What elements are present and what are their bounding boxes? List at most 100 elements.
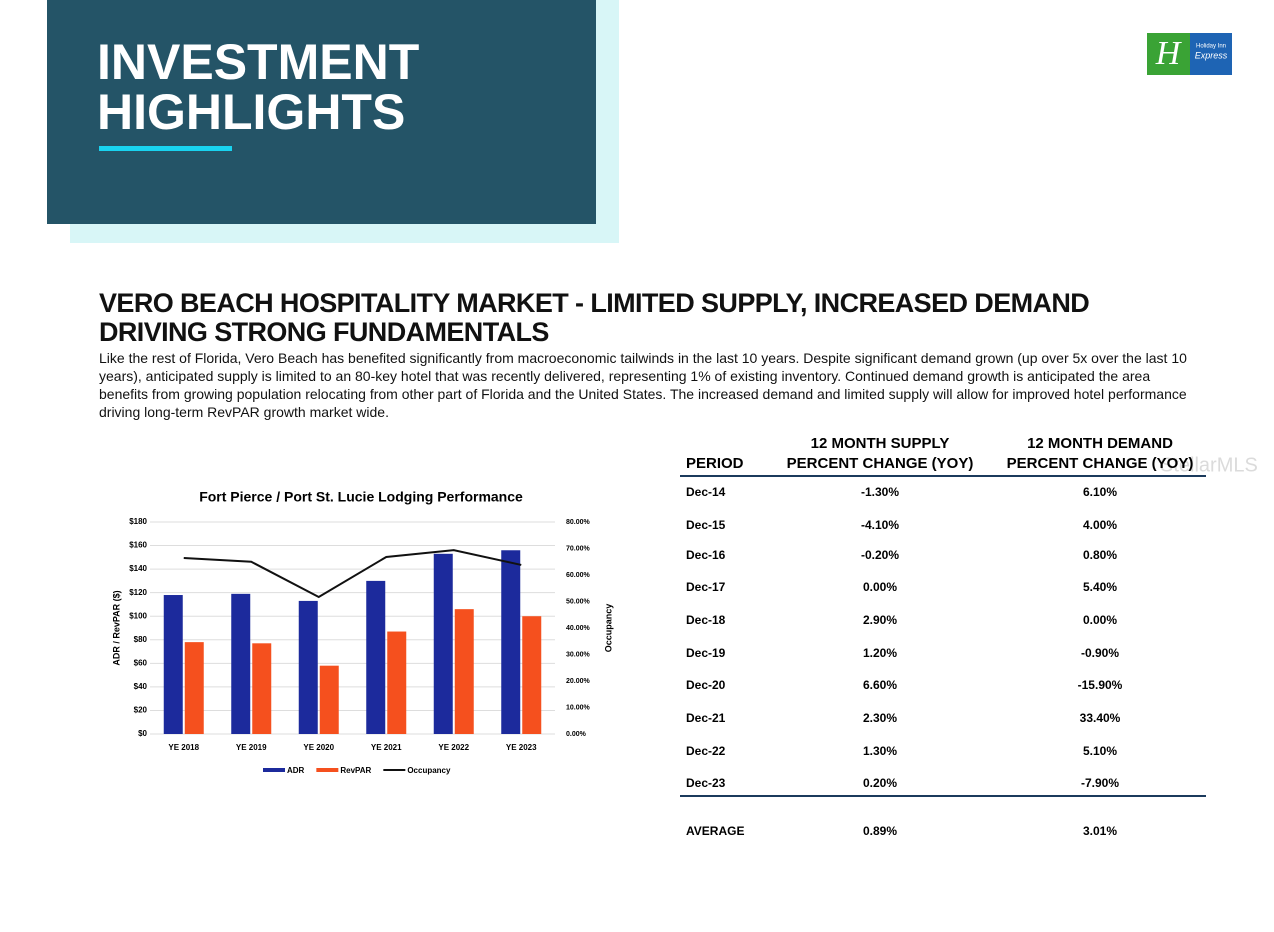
table-header: PERCENT CHANGE (YOY) <box>1007 455 1194 472</box>
table-cell: -4.10% <box>861 518 899 532</box>
bar <box>231 593 251 734</box>
y-tick-label: $160 <box>129 541 147 550</box>
bar <box>298 600 318 734</box>
bar <box>184 642 204 734</box>
header-title: INVESTMENT <box>97 34 419 90</box>
y-tick-label: $120 <box>129 588 147 597</box>
bar <box>501 550 521 734</box>
table-cell: 0.20% <box>863 776 897 790</box>
bar <box>163 595 183 734</box>
y-tick-label: $100 <box>129 611 147 620</box>
table-header: PERIOD <box>686 455 744 472</box>
bar <box>522 616 542 734</box>
y-tick-label: $40 <box>134 682 148 691</box>
x-tick-label: YE 2023 <box>506 743 537 752</box>
table-cell: Dec-18 <box>686 613 726 627</box>
y2-tick-label: 20.00% <box>566 678 591 685</box>
table-cell: Dec-22 <box>686 744 726 758</box>
y2-tick-label: 10.00% <box>566 704 591 711</box>
x-tick-label: YE 2019 <box>236 743 267 752</box>
chart-title: Fort Pierce / Port St. Lucie Lodging Per… <box>199 489 523 505</box>
section-body: Like the rest of Florida, Vero Beach has… <box>99 350 1187 420</box>
table-header: 12 MONTH SUPPLY <box>811 435 950 452</box>
y-tick-label: $60 <box>134 658 148 667</box>
table-average: AVERAGE <box>686 824 744 838</box>
y2-axis-label: Occupancy <box>603 604 613 653</box>
table-header: PERCENT CHANGE (YOY) <box>787 455 974 472</box>
bar <box>319 665 339 734</box>
table-average: 0.89% <box>863 824 897 838</box>
header-box <box>47 0 596 224</box>
y2-tick-label: 0.00% <box>566 731 587 738</box>
legend-swatch <box>316 768 339 772</box>
x-tick-label: YE 2021 <box>371 743 402 752</box>
y-tick-label: $20 <box>134 706 148 715</box>
y2-tick-label: 40.00% <box>566 625 591 632</box>
legend-label: ADR <box>287 766 305 775</box>
y-tick-label: $180 <box>129 517 147 526</box>
table-cell: -15.90% <box>1078 678 1123 692</box>
legend-label: Occupancy <box>407 766 451 775</box>
table-cell: 33.40% <box>1080 711 1121 725</box>
y-tick-label: $140 <box>129 564 147 573</box>
table-cell: 4.00% <box>1083 518 1117 532</box>
y2-tick-label: 30.00% <box>566 651 591 658</box>
table-cell: -0.20% <box>861 548 899 562</box>
y2-tick-label: 80.00% <box>566 519 591 526</box>
bar <box>252 643 272 734</box>
table: PERIOD 12 MONTH SUPPLY PERCENT CHANGE (YOY… <box>680 435 1206 838</box>
table-cell: 1.30% <box>863 744 897 758</box>
table-cell: -1.30% <box>861 485 899 499</box>
bar <box>366 580 386 734</box>
x-tick-label: YE 2018 <box>168 743 199 752</box>
table-cell: 6.60% <box>863 678 897 692</box>
table-header: 12 MONTH DEMAND <box>1027 435 1173 452</box>
occupancy-line <box>183 549 522 599</box>
table-cell: Dec-16 <box>686 548 726 562</box>
bar <box>454 609 474 734</box>
table-average: 3.01% <box>1083 824 1117 838</box>
y-axis-label: ADR / RevPAR ($) <box>111 590 121 665</box>
table-cell: Dec-23 <box>686 776 726 790</box>
y-tick-label: $80 <box>134 635 148 644</box>
x-tick-label: YE 2022 <box>438 743 469 752</box>
table-cell: 0.00% <box>1083 613 1117 627</box>
table-cell: -0.90% <box>1081 646 1119 660</box>
legend-swatch <box>263 768 285 772</box>
x-tick-label: YE 2020 <box>303 743 334 752</box>
y2-tick-label: 60.00% <box>566 572 591 579</box>
table-cell: 2.90% <box>863 613 897 627</box>
logo-text: Express <box>1195 50 1228 60</box>
y2-tick-label: 50.00% <box>566 598 591 605</box>
watermark: StellarMLS <box>1160 454 1258 476</box>
table-cell: 2.30% <box>863 711 897 725</box>
y-tick-label: $0 <box>138 729 147 738</box>
logo-mark-bg <box>1147 33 1191 75</box>
header-title: HIGHLIGHTS <box>97 84 405 140</box>
section-title: VERO BEACH HOSPITALITY MARKET - LIMITED … <box>99 288 1090 347</box>
y2-tick-label: 70.00% <box>566 545 591 552</box>
bar <box>387 631 407 734</box>
logo-mark: H <box>1155 35 1183 72</box>
logo-text-bg <box>1190 33 1232 75</box>
logo-text: Holiday Inn <box>1196 44 1226 50</box>
table-cell: 0.80% <box>1083 548 1117 562</box>
table-cell: -7.90% <box>1081 776 1119 790</box>
table-cell: Dec-17 <box>686 580 726 594</box>
bar <box>433 553 453 734</box>
legend-label: RevPAR <box>340 766 371 775</box>
table-cell: 5.10% <box>1083 744 1117 758</box>
header-underline <box>99 146 232 151</box>
table-cell: 5.40% <box>1083 580 1117 594</box>
table-cell: Dec-21 <box>686 711 726 725</box>
table-cell: 0.00% <box>863 580 897 594</box>
table-cell: 6.10% <box>1083 485 1117 499</box>
table-cell: 1.20% <box>863 646 897 660</box>
table-cell: Dec-20 <box>686 678 726 692</box>
table-cell: Dec-15 <box>686 518 726 532</box>
chart: Fort Pierce / Port St. Lucie Lodging Per… <box>111 489 613 775</box>
table-cell: Dec-19 <box>686 646 726 660</box>
table-cell: Dec-14 <box>686 485 726 499</box>
